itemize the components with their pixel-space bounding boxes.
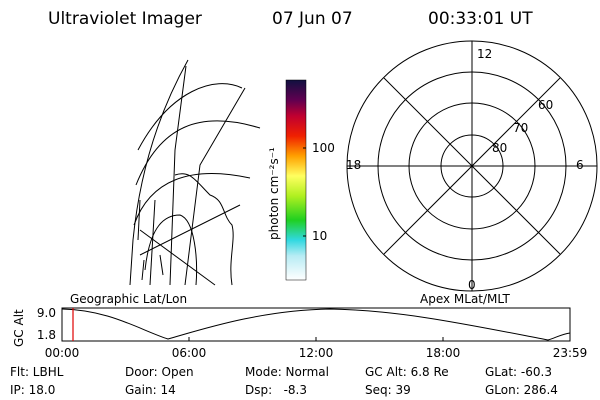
- colorbar: [285, 79, 307, 281]
- x-tick-label: 06:00: [172, 346, 207, 360]
- status-field: GLon: 286.4: [485, 383, 558, 397]
- left-title: Geographic Lat/Lon: [70, 292, 187, 306]
- lat-label: 70: [513, 121, 528, 135]
- colorbar-tick-label: 100: [312, 141, 335, 155]
- mlt-label: 6: [576, 158, 584, 172]
- meridian: [149, 199, 156, 286]
- x-tick-label: 12:00: [299, 346, 334, 360]
- x-tick-label: 23:59: [553, 346, 588, 360]
- meridian: [139, 204, 241, 256]
- colorbar-tick-label: 10: [312, 229, 327, 243]
- geo-map: [129, 59, 261, 286]
- status-field: GC Alt: 6.8 Re: [365, 365, 449, 379]
- right-title: Apex MLat/MLT: [420, 292, 510, 306]
- polar-grid: [346, 40, 598, 292]
- date: 07 Jun 07: [272, 9, 353, 29]
- status-field: IP: 18.0: [10, 383, 55, 397]
- coastline: [174, 173, 234, 286]
- status-field: Door: Open: [125, 365, 194, 379]
- status-field: GLat: -60.3: [485, 365, 552, 379]
- coastline: [137, 199, 164, 281]
- y-tick-label: 9.0: [37, 306, 56, 320]
- lat-label: 60: [538, 98, 553, 112]
- lat-label: 80: [492, 141, 507, 155]
- status-field: Mode: Normal: [245, 365, 329, 379]
- mlt-label: 0: [468, 278, 476, 292]
- mlt-label: 12: [477, 47, 492, 61]
- status-field: Dsp: -8.3: [245, 383, 307, 397]
- instrument: Ultraviolet Imager: [48, 9, 202, 29]
- y-tick-label: 1.8: [37, 328, 56, 342]
- meridian: [169, 65, 187, 286]
- status-field: Gain: 14: [125, 383, 176, 397]
- x-tick-label: 00:00: [45, 346, 80, 360]
- lat-circle: [137, 83, 243, 151]
- lat-circle: [133, 172, 251, 226]
- altitude-frame: [61, 307, 571, 342]
- colorbar-unit: photon cm⁻²s⁻¹: [267, 147, 281, 240]
- mlt-label: 18: [346, 158, 361, 172]
- spoke: [383, 77, 561, 255]
- status-field: Flt: LBHL: [10, 365, 64, 379]
- x-tick-label: 18:00: [426, 346, 461, 360]
- axis-label: GC Alt: [12, 309, 26, 347]
- map-edge: [129, 59, 189, 286]
- meridian: [184, 87, 246, 286]
- status-field: Seq: 39: [365, 383, 411, 397]
- lat-circle: [135, 120, 261, 186]
- altitude-curve: [61, 308, 571, 341]
- time: 00:33:01 UT: [428, 9, 533, 29]
